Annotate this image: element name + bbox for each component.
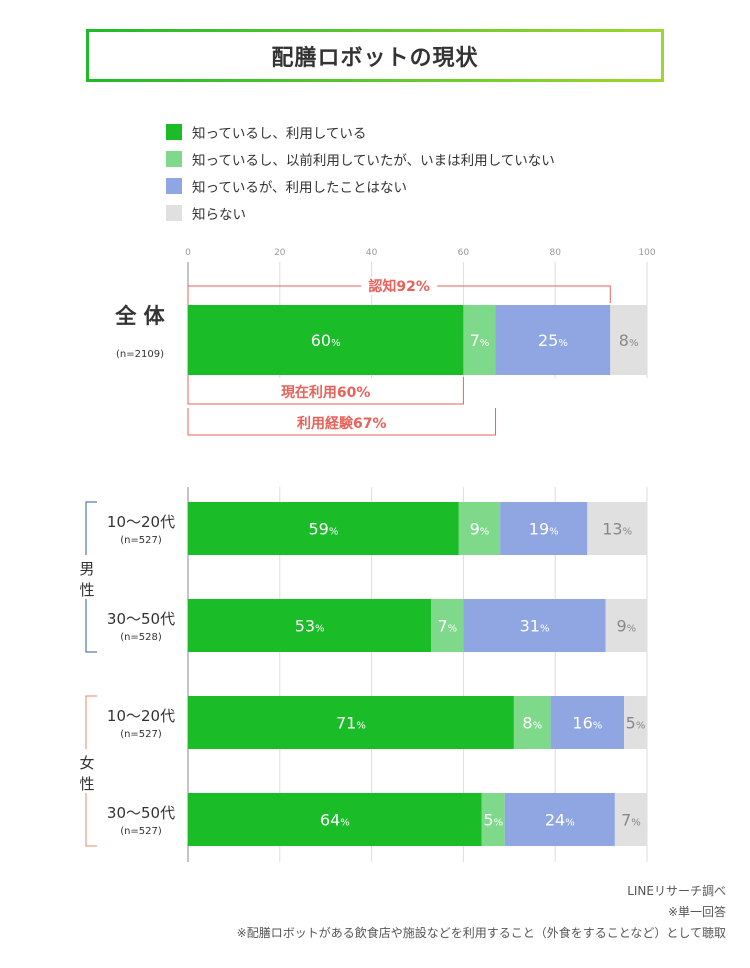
- bar-data-label: 31%: [520, 617, 550, 636]
- bar-data-label: 19%: [529, 520, 559, 539]
- bar-segment: [495, 305, 611, 375]
- footnote-single-answer: ※単一回答: [667, 905, 726, 919]
- row-label: 30～50代: [107, 610, 175, 628]
- group-label-char: 性: [79, 775, 94, 793]
- row-sub-label: (n=528): [120, 632, 162, 643]
- x-tick-label: 60: [458, 248, 470, 258]
- bar-data-label: 25%: [538, 331, 568, 350]
- group-label-bg: [80, 555, 94, 599]
- row-sub-label: (n=527): [120, 535, 162, 546]
- bar-segment: [481, 793, 505, 846]
- bar-segment: [550, 696, 625, 749]
- bar-data-label: 60%: [311, 331, 341, 350]
- annotation-label: 認知92%: [368, 278, 430, 295]
- chart-title-box: 配膳ロボットの現状: [86, 29, 664, 82]
- footnote-definition: ※配膳ロボットがある飲食店や施設などを利用すること（外食をすることなど）として聴…: [236, 926, 726, 940]
- annotation-bracket: [187, 377, 464, 405]
- bar-segment: [605, 599, 647, 652]
- bar-data-label: 71%: [336, 714, 366, 733]
- bar-segment: [504, 793, 615, 846]
- footnote-source: LINEリサーチ調べ: [627, 884, 726, 898]
- bar-segment: [188, 696, 514, 749]
- bar-segment: [188, 793, 482, 846]
- bar-data-label: 7%: [470, 331, 490, 350]
- x-tick-label: 0: [185, 248, 191, 258]
- bar-segment: [463, 599, 606, 652]
- row-label: 10～20代: [107, 707, 175, 725]
- x-tick-label: 20: [274, 248, 286, 258]
- bar-segment: [513, 696, 551, 749]
- bar-data-label: 9%: [616, 617, 636, 636]
- bar-segment: [188, 599, 432, 652]
- row-label: 全 体: [114, 304, 165, 328]
- bar-data-label: 9%: [470, 520, 490, 539]
- row-sub-label: (n=2109): [116, 349, 164, 360]
- row-sub-label: (n=527): [120, 826, 162, 837]
- bar-data-label: 24%: [545, 811, 575, 830]
- x-tick-label: 100: [638, 248, 655, 258]
- bar-data-label: 5%: [626, 714, 646, 733]
- legend-item-unknown: 知らない: [166, 199, 555, 226]
- legend-item-used-before: 知っているし、以前利用していたが、いまは利用していない: [166, 145, 555, 172]
- bar-segment: [587, 502, 647, 555]
- annotation-label: 利用経験67%: [297, 415, 387, 432]
- bar-data-label: 7%: [437, 617, 457, 636]
- annotation-label-bg: [361, 277, 438, 295]
- annotation-label: 現在利用60%: [281, 384, 371, 401]
- bar-segment: [610, 305, 647, 375]
- x-tick-label: 40: [366, 248, 378, 258]
- bar-segment: [463, 305, 496, 375]
- legend-swatch: [166, 177, 182, 194]
- legend-item-know-not-used: 知っているが、利用したことはない: [166, 172, 555, 199]
- bar-data-label: 53%: [295, 617, 325, 636]
- bar-segment: [431, 599, 464, 652]
- legend-label: 知っているし、利用している: [192, 125, 367, 142]
- annotation-bracket: [187, 408, 497, 436]
- bar-data-label: 5%: [483, 811, 503, 830]
- group-label-bg: [80, 749, 94, 793]
- bar-segment: [614, 793, 647, 846]
- group-label-char: 女: [79, 754, 94, 772]
- chart-title: 配膳ロボットの現状: [271, 45, 479, 71]
- legend-swatch: [166, 123, 182, 140]
- legend-swatch: [166, 150, 182, 167]
- bar-data-label: 16%: [572, 714, 602, 733]
- bar-segment: [624, 696, 647, 749]
- legend-swatch: [166, 204, 182, 221]
- legend-label: 知らない: [192, 206, 246, 223]
- bar-segment: [188, 305, 464, 375]
- legend-label: 知っているし、以前利用していたが、いまは利用していない: [192, 152, 555, 169]
- x-tick-label: 80: [549, 248, 561, 258]
- group-label-char: 男: [79, 560, 94, 578]
- bar-data-label: 8%: [522, 714, 542, 733]
- legend-item-using: 知っているし、利用している: [166, 118, 555, 145]
- bar-data-label: 64%: [320, 811, 350, 830]
- row-sub-label: (n=527): [120, 729, 162, 740]
- legend: 知っているし、利用している 知っているし、以前利用していたが、いまは利用していな…: [166, 118, 555, 226]
- row-label: 10～20代: [107, 513, 175, 531]
- row-label: 30～50代: [107, 804, 175, 822]
- bar-data-label: 8%: [619, 331, 639, 350]
- bar-segment: [458, 502, 501, 555]
- group-label-char: 性: [79, 581, 94, 599]
- stacked-bar-chart: 0 20 40 60 80 100 60% 7% 25% 8% 全 体 (n=2109) 59% 9% 19…: [79, 248, 656, 862]
- bar-segment: [500, 502, 588, 555]
- bar-segment: [188, 502, 459, 555]
- bar-data-label: 13%: [602, 520, 632, 539]
- legend-label: 知っているが、利用したことはない: [192, 179, 408, 196]
- bar-data-label: 59%: [308, 520, 338, 539]
- bar-data-label: 7%: [621, 811, 641, 830]
